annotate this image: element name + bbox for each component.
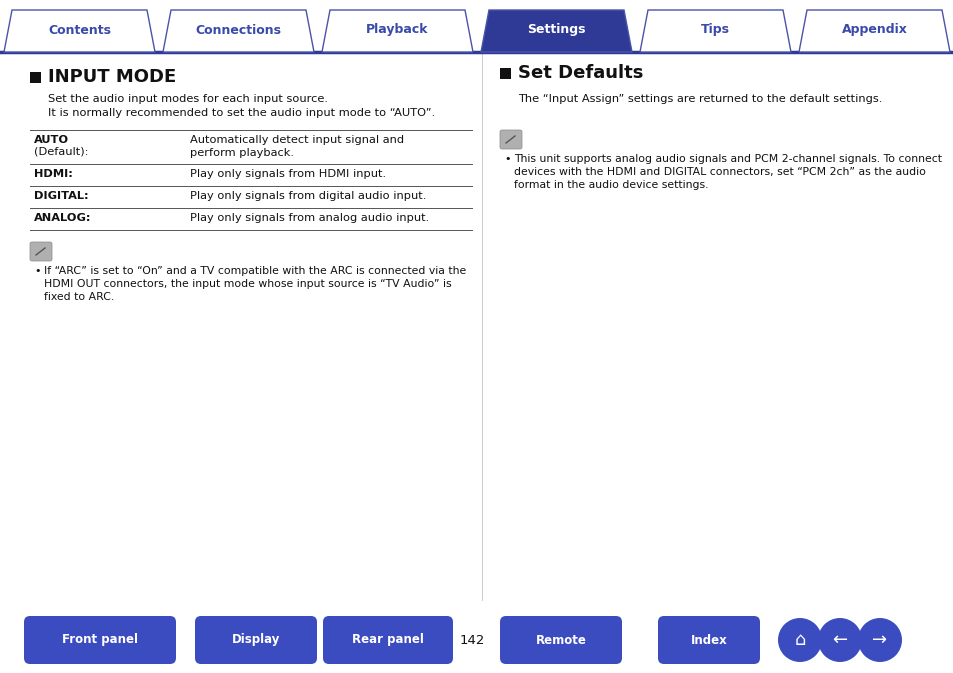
Bar [499,68,511,79]
Text: →: → [872,631,886,649]
Text: Appendix: Appendix [841,24,906,36]
Text: HDMI:: HDMI: [34,169,72,179]
Text: •: • [34,266,40,276]
FancyBboxPatch shape [194,616,316,664]
FancyBboxPatch shape [24,616,175,664]
Text: format in the audio device settings.: format in the audio device settings. [514,180,708,190]
Circle shape [857,618,901,662]
Circle shape [817,618,862,662]
Text: Rear panel: Rear panel [352,633,423,647]
Text: Set the audio input modes for each input source.: Set the audio input modes for each input… [48,94,328,104]
Text: perform playback.: perform playback. [190,148,294,158]
Text: Front panel: Front panel [62,633,138,647]
Text: Play only signals from analog audio input.: Play only signals from analog audio inpu… [190,213,429,223]
Polygon shape [4,10,154,52]
Text: Display: Display [232,633,280,647]
FancyBboxPatch shape [30,242,52,261]
Text: Tips: Tips [700,24,729,36]
Text: INPUT MODE: INPUT MODE [48,69,176,87]
Text: Settings: Settings [527,24,585,36]
Circle shape [778,618,821,662]
Text: HDMI OUT connectors, the input mode whose input source is “TV Audio” is: HDMI OUT connectors, the input mode whos… [44,279,451,289]
Text: ⌂: ⌂ [794,631,805,649]
Text: Playback: Playback [366,24,428,36]
Text: Play only signals from HDMI input.: Play only signals from HDMI input. [190,169,386,179]
Text: AUTO: AUTO [34,135,69,145]
Text: Remote: Remote [535,633,586,647]
Text: Automatically detect input signal and: Automatically detect input signal and [190,135,404,145]
FancyBboxPatch shape [499,130,521,149]
Text: fixed to ARC.: fixed to ARC. [44,292,114,302]
FancyBboxPatch shape [323,616,453,664]
Polygon shape [480,10,631,52]
Text: •: • [503,154,510,164]
Text: Play only signals from digital audio input.: Play only signals from digital audio inp… [190,191,426,201]
Text: Index: Index [690,633,726,647]
Polygon shape [639,10,790,52]
Bar [30,72,41,83]
Text: devices with the HDMI and DIGITAL connectors, set “PCM 2ch” as the audio: devices with the HDMI and DIGITAL connec… [514,167,925,177]
Text: 142: 142 [458,633,484,647]
Polygon shape [163,10,314,52]
Text: ANALOG:: ANALOG: [34,213,91,223]
Text: (Default):: (Default): [34,147,89,157]
Text: Connections: Connections [195,24,281,36]
Text: This unit supports analog audio signals and PCM 2-channel signals. To connect: This unit supports analog audio signals … [514,154,941,164]
Text: It is normally recommended to set the audio input mode to “AUTO”.: It is normally recommended to set the au… [48,108,435,118]
Text: Set Defaults: Set Defaults [517,65,642,83]
FancyBboxPatch shape [658,616,760,664]
Text: Contents: Contents [48,24,111,36]
FancyBboxPatch shape [499,616,621,664]
Text: If “ARC” is set to “On” and a TV compatible with the ARC is connected via the: If “ARC” is set to “On” and a TV compati… [44,266,466,276]
Text: ←: ← [832,631,846,649]
Polygon shape [322,10,473,52]
Text: DIGITAL:: DIGITAL: [34,191,89,201]
Text: The “Input Assign” settings are returned to the default settings.: The “Input Assign” settings are returned… [517,94,882,104]
Polygon shape [799,10,949,52]
